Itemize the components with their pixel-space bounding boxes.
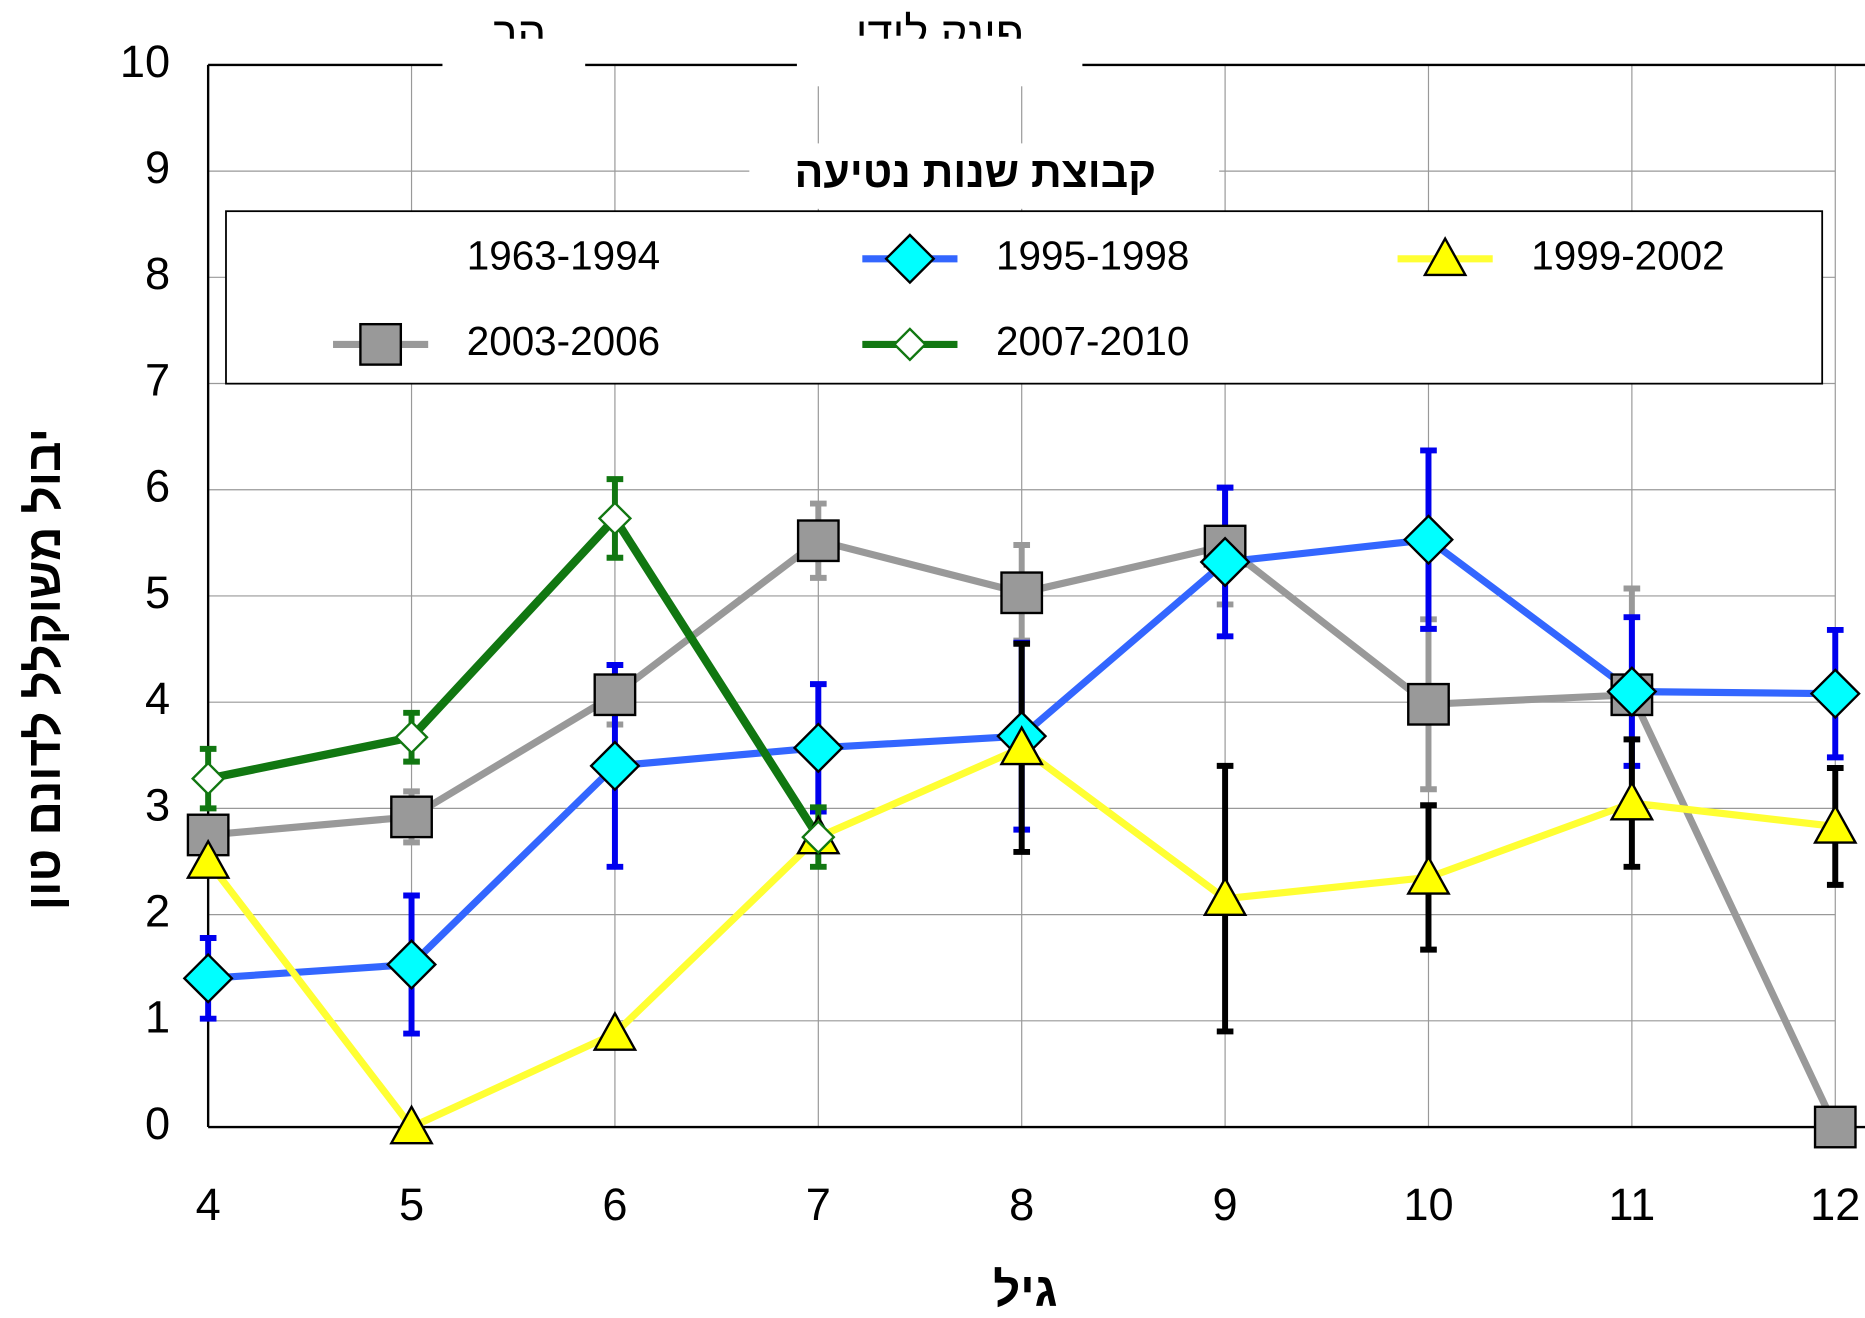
legend-label: 1995-1998: [996, 232, 1189, 278]
marker: [182, 952, 234, 1004]
x-tick-label: 6: [602, 1179, 627, 1230]
legend-title-bg: [749, 143, 1220, 209]
y-tick-label: 6: [145, 461, 170, 512]
marker: [1199, 536, 1251, 588]
marker: [1809, 668, 1861, 720]
marker: [1406, 854, 1451, 895]
y-tick-label: 4: [145, 673, 170, 724]
legend-label: 1999-2002: [1531, 232, 1724, 278]
marker: [593, 673, 637, 717]
marker: [1403, 514, 1454, 566]
x-tick-label: 8: [1009, 1179, 1034, 1230]
series-line: [207, 511, 822, 840]
marker: [892, 327, 928, 362]
marker: [386, 939, 438, 990]
annotation-bg: [442, 38, 586, 87]
marker: [1813, 803, 1858, 844]
x-tick-label: 11: [1608, 1179, 1655, 1230]
marker: [589, 740, 641, 792]
marker: [999, 725, 1044, 766]
x-tick-label: 5: [399, 1179, 424, 1230]
marker: [1606, 666, 1658, 718]
legend-box: [225, 210, 1824, 385]
marker: [592, 1010, 638, 1051]
marker: [1407, 682, 1450, 726]
marker: [801, 819, 836, 855]
legend-label: 2003-2006: [467, 318, 660, 364]
marker: [1422, 236, 1468, 277]
x-axis-label: גיל: [993, 1264, 1057, 1317]
y-tick-label: 3: [145, 779, 170, 830]
marker: [796, 519, 840, 563]
marker: [1609, 780, 1655, 821]
y-tick-label: 10: [120, 36, 170, 87]
legend-title: קבוצת שנות נטיעה: [795, 149, 1157, 197]
x-tick-label: 4: [196, 1179, 221, 1230]
legend-label: 2007-2010: [996, 318, 1189, 364]
y-tick-label: 5: [145, 567, 170, 618]
marker: [394, 720, 429, 755]
y-axis-label: יבול משוקלל לדונם טון: [18, 428, 71, 910]
x-tick-label: 12: [1810, 1179, 1860, 1230]
x-tick-label: 9: [1213, 1179, 1238, 1230]
y-tick-label: 7: [145, 354, 170, 405]
marker: [359, 322, 403, 366]
x-tick-label: 7: [806, 1179, 831, 1230]
marker: [884, 233, 936, 285]
marker: [191, 761, 226, 796]
y-tick-label: 1: [145, 992, 170, 1043]
marker: [185, 838, 231, 879]
marker: [390, 795, 433, 839]
marker: [792, 722, 844, 774]
x-tick-label: 10: [1403, 1179, 1453, 1230]
y-tick-label: 0: [145, 1098, 170, 1149]
marker: [1813, 1105, 1857, 1149]
marker: [597, 501, 633, 536]
marker: [389, 1104, 434, 1145]
annotation-bg: [796, 38, 1083, 87]
y-tick-label: 2: [145, 886, 170, 937]
marker: [1000, 571, 1044, 615]
legend-label: 1963-1994: [467, 232, 660, 278]
y-tick-label: 9: [145, 142, 170, 193]
marker: [1202, 876, 1248, 917]
y-tick-label: 8: [145, 248, 170, 299]
